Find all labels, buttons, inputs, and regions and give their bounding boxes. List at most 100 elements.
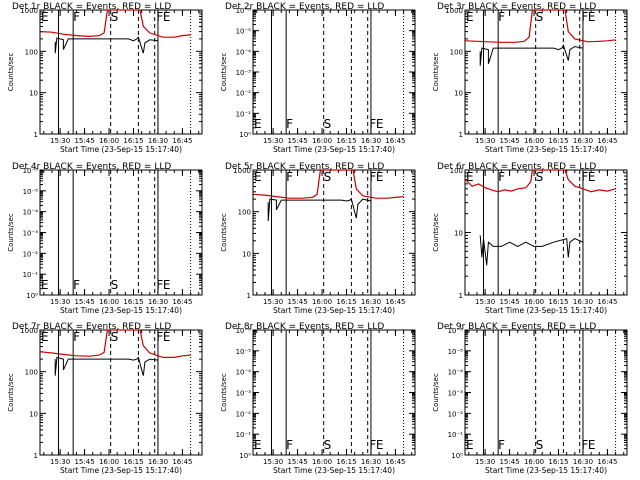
y-tick-label: 10⁻³ bbox=[236, 390, 252, 398]
panel-7: Det 7r BLACK = Events, RED = LLD 1 10 100 10… bbox=[7, 322, 203, 475]
event-letter: E bbox=[254, 117, 262, 131]
x-tick-label: 16:45 bbox=[172, 298, 192, 306]
event-letter: F bbox=[498, 438, 505, 452]
x-tick-label: 16:00 bbox=[524, 298, 544, 306]
y-tick-label: 10⁻² bbox=[448, 410, 464, 418]
panel-title: Det 3r BLACK = Events, RED = LLD bbox=[437, 2, 596, 12]
event-letter: E bbox=[588, 170, 596, 184]
x-tick-label: 16:00 bbox=[312, 137, 332, 145]
y-tick-label: 10⁰ bbox=[239, 452, 251, 460]
series-lld-line bbox=[465, 169, 616, 193]
y-axis-label: Counts/sec bbox=[432, 53, 440, 92]
x-tick-label: 15:45 bbox=[74, 458, 94, 466]
plot-frame bbox=[464, 329, 628, 456]
panel-2: Det 2r BLACK = Events, RED = LLD 10⁰ 10⁻¹ 1… bbox=[220, 2, 416, 154]
y-axis-label: Counts/sec bbox=[220, 373, 228, 412]
panel-4: Det 4r BLACK = Events, RED = LLD 10⁰ 10⁻¹ 1… bbox=[7, 162, 203, 315]
y-axis-label: Counts/sec bbox=[7, 53, 15, 92]
y-tick-label: 1000 bbox=[20, 327, 38, 335]
x-tick-label: 15:30 bbox=[263, 458, 283, 466]
x-axis-label: Start Time (23-Sep-15 15:17:40) bbox=[273, 145, 395, 154]
y-tick-label: 10⁻² bbox=[23, 250, 39, 258]
x-tick-label: 16:30 bbox=[573, 458, 593, 466]
y-tick-label: 10 bbox=[29, 90, 38, 98]
x-axis-label: Start Time (23-Sep-15 15:17:40) bbox=[485, 306, 607, 315]
x-tick-label: 16:30 bbox=[361, 137, 381, 145]
x-tick-label: 16:45 bbox=[385, 458, 405, 466]
event-letter: F bbox=[369, 117, 376, 131]
x-tick-label: 16:00 bbox=[99, 298, 119, 306]
plot-frame bbox=[464, 9, 628, 135]
y-tick-label: 10⁻³ bbox=[23, 230, 39, 238]
y-axis-label: Counts/sec bbox=[220, 53, 228, 92]
y-tick-label: 1000 bbox=[233, 167, 251, 175]
event-letter: F bbox=[369, 438, 376, 452]
event-letter: E bbox=[376, 438, 384, 452]
x-axis-label: Start Time (23-Sep-15 15:17:40) bbox=[60, 306, 182, 315]
event-letter: E bbox=[466, 170, 474, 184]
x-tick-label: 16:15 bbox=[336, 458, 356, 466]
y-tick-label: 10⁰ bbox=[26, 292, 38, 300]
event-letter: S bbox=[111, 10, 119, 24]
y-tick-label: 1 bbox=[459, 131, 463, 139]
event-letter: F bbox=[156, 10, 163, 24]
x-tick-label: 16:45 bbox=[172, 137, 192, 145]
series-lld-line bbox=[465, 9, 616, 43]
x-tick-label: 16:00 bbox=[524, 137, 544, 145]
event-letter: S bbox=[536, 10, 544, 24]
y-tick-label: 1 bbox=[34, 131, 38, 139]
x-tick-label: 16:15 bbox=[336, 137, 356, 145]
panel-title: Det 5r BLACK = Events, RED = LLD bbox=[225, 162, 384, 172]
event-letter: E bbox=[376, 117, 384, 131]
x-tick-label: 16:45 bbox=[597, 137, 617, 145]
y-tick-label: 1000 bbox=[20, 7, 38, 15]
y-tick-label: 10⁻¹ bbox=[236, 431, 252, 439]
event-letter: E bbox=[163, 330, 171, 344]
panel-title: Det 6r BLACK = Events, RED = LLD bbox=[437, 162, 596, 172]
x-tick-label: 16:15 bbox=[123, 458, 143, 466]
event-letter: S bbox=[324, 170, 332, 184]
series-events-line bbox=[479, 44, 584, 66]
event-letter: F bbox=[581, 438, 588, 452]
y-tick-label: 10⁻² bbox=[236, 410, 252, 418]
x-tick-label: 15:30 bbox=[263, 298, 283, 306]
y-tick-label: 100 bbox=[25, 369, 38, 377]
y-tick-label: 100 bbox=[450, 167, 463, 175]
y-tick-label: 10⁻⁴ bbox=[448, 369, 464, 377]
panel-title: Det 2r BLACK = Events, RED = LLD bbox=[225, 2, 384, 12]
x-tick-label: 16:15 bbox=[336, 298, 356, 306]
x-tick-label: 16:15 bbox=[123, 298, 143, 306]
y-tick-label: 10⁻¹ bbox=[23, 271, 39, 279]
x-tick-label: 15:45 bbox=[287, 458, 307, 466]
series-events-line bbox=[54, 356, 159, 376]
event-letter: S bbox=[111, 330, 119, 344]
x-tick-label: 16:45 bbox=[385, 298, 405, 306]
panel-9: Det 9r BLACK = Events, RED = LLD 10⁰ 10⁻¹ 1… bbox=[432, 322, 628, 475]
y-tick-label: 10⁻⁴ bbox=[236, 369, 252, 377]
event-letter: F bbox=[73, 278, 80, 292]
x-tick-label: 16:30 bbox=[148, 458, 168, 466]
x-tick-label: 16:15 bbox=[123, 137, 143, 145]
y-axis-label: Counts/sec bbox=[7, 213, 15, 252]
y-tick-label: 10 bbox=[242, 250, 251, 258]
x-axis-label: Start Time (23-Sep-15 15:17:40) bbox=[273, 306, 395, 315]
event-letter: E bbox=[163, 278, 171, 292]
y-tick-label: 10⁻³ bbox=[236, 69, 252, 77]
x-tick-label: 16:00 bbox=[312, 298, 332, 306]
series-events-line bbox=[479, 235, 584, 266]
y-tick-label: 10 bbox=[454, 90, 463, 98]
x-tick-label: 16:15 bbox=[548, 458, 568, 466]
series-events-line bbox=[267, 198, 372, 221]
panel-title: Det 1r BLACK = Events, RED = LLD bbox=[12, 2, 171, 12]
x-axis-label: Start Time (23-Sep-15 15:17:40) bbox=[60, 466, 182, 475]
event-letter: E bbox=[588, 10, 596, 24]
panel-title: Det 4r BLACK = Events, RED = LLD bbox=[12, 162, 171, 172]
plot-frame bbox=[39, 329, 203, 456]
event-letter: S bbox=[536, 170, 544, 184]
x-tick-label: 16:30 bbox=[573, 137, 593, 145]
y-tick-label: 1 bbox=[459, 292, 463, 300]
x-tick-label: 15:45 bbox=[74, 137, 94, 145]
event-letter: F bbox=[498, 10, 505, 24]
event-letter: F bbox=[369, 170, 376, 184]
